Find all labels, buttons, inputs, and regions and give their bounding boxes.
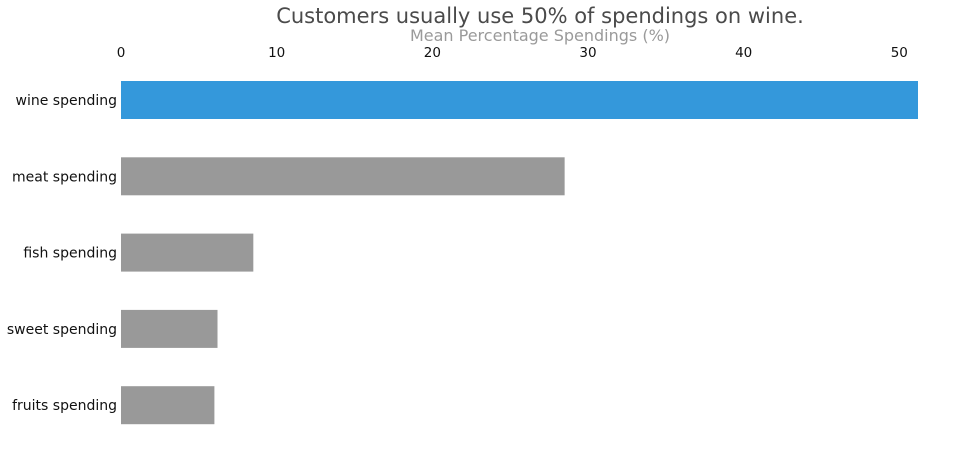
x-axis-ticks: 0 10 20 30 40 50 bbox=[117, 45, 908, 61]
bar bbox=[121, 309, 218, 348]
x-tick-label: 10 bbox=[268, 45, 285, 61]
x-axis-label: Mean Percentage Spendings (%) bbox=[410, 26, 670, 45]
x-tick-label: 50 bbox=[891, 45, 908, 61]
x-tick-label: 30 bbox=[579, 45, 596, 61]
x-tick-label: 0 bbox=[117, 45, 126, 61]
bar bbox=[121, 233, 254, 272]
bar bbox=[121, 81, 918, 119]
x-tick-label: 20 bbox=[424, 45, 441, 61]
category-label: fruits spending bbox=[12, 398, 117, 414]
chart-title: Customers usually use 50% of spendings o… bbox=[276, 4, 804, 28]
category-label: fish spending bbox=[23, 246, 117, 262]
bar bbox=[121, 157, 565, 196]
bars-group bbox=[121, 81, 918, 425]
category-label: sweet spending bbox=[7, 322, 117, 338]
bar bbox=[121, 386, 215, 425]
category-label: wine spending bbox=[16, 93, 117, 109]
category-label: meat spending bbox=[12, 169, 117, 185]
category-labels: wine spending meat spending fish spending s… bbox=[7, 93, 117, 414]
x-tick-label: 40 bbox=[735, 45, 752, 61]
